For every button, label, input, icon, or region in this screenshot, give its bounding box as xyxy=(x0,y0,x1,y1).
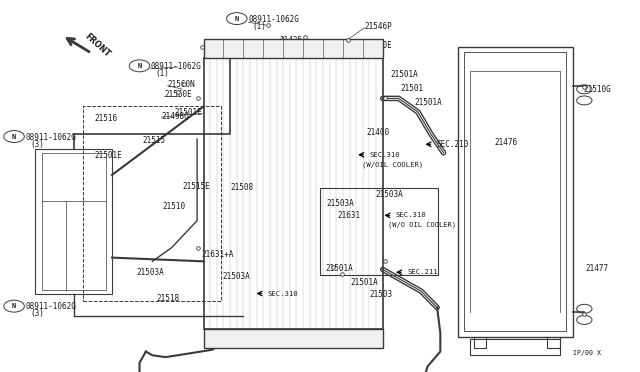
Text: 21477: 21477 xyxy=(585,264,608,273)
Text: (3): (3) xyxy=(30,310,44,318)
Bar xyxy=(470,339,560,355)
Text: 21560E: 21560E xyxy=(164,90,192,99)
Bar xyxy=(320,188,438,275)
Text: SEC.310: SEC.310 xyxy=(268,291,298,296)
Text: 21508: 21508 xyxy=(230,183,253,192)
Text: 21501A: 21501A xyxy=(351,278,378,287)
Text: 21503A: 21503A xyxy=(223,272,250,280)
Bar xyxy=(204,329,383,348)
Text: 21501E: 21501E xyxy=(95,151,122,160)
Text: 21516: 21516 xyxy=(95,114,118,123)
Text: SEC.310: SEC.310 xyxy=(369,152,400,158)
Text: N: N xyxy=(12,303,16,309)
Text: 08911-1062G: 08911-1062G xyxy=(26,133,76,142)
Text: 21503A: 21503A xyxy=(136,268,164,277)
Text: N: N xyxy=(138,63,141,69)
Text: 21560N: 21560N xyxy=(168,80,195,89)
Text: 21515: 21515 xyxy=(143,137,166,145)
Bar xyxy=(42,153,106,290)
Text: 21546P: 21546P xyxy=(365,22,392,31)
Text: 21560E: 21560E xyxy=(365,41,392,50)
Circle shape xyxy=(4,300,24,312)
Text: N: N xyxy=(235,16,239,22)
Text: 21510: 21510 xyxy=(163,202,186,211)
Text: 21510G: 21510G xyxy=(584,85,611,94)
Text: 21503A: 21503A xyxy=(375,190,403,199)
Text: 21515E: 21515E xyxy=(182,182,210,190)
Text: 21430: 21430 xyxy=(229,43,252,52)
Circle shape xyxy=(129,60,150,72)
Text: IP/00 X: IP/00 X xyxy=(573,350,601,356)
Bar xyxy=(83,106,221,301)
Text: 21498Q: 21498Q xyxy=(161,112,189,121)
Text: (W/O OIL COOLER): (W/O OIL COOLER) xyxy=(388,222,456,228)
Text: SEC.310: SEC.310 xyxy=(396,212,426,218)
Text: 08911-1062G: 08911-1062G xyxy=(248,15,299,24)
Circle shape xyxy=(4,131,24,142)
Text: SEC.211: SEC.211 xyxy=(407,269,438,275)
Bar xyxy=(204,58,383,329)
Text: 21501A: 21501A xyxy=(415,98,442,107)
Bar xyxy=(35,149,112,294)
Text: (W/OIL COOLER): (W/OIL COOLER) xyxy=(362,161,423,168)
Bar xyxy=(204,39,383,58)
Text: 08911-1062G: 08911-1062G xyxy=(150,62,201,71)
Text: 21400: 21400 xyxy=(366,128,389,137)
Text: 21476: 21476 xyxy=(495,138,518,147)
Text: 21518: 21518 xyxy=(156,294,179,303)
Text: (1): (1) xyxy=(155,69,169,78)
Text: 21501A: 21501A xyxy=(390,70,418,79)
Text: 21501E: 21501E xyxy=(174,108,202,117)
Text: 21501: 21501 xyxy=(400,84,423,93)
Text: FRONT: FRONT xyxy=(83,31,112,58)
Circle shape xyxy=(227,13,247,25)
Text: 08911-1062G: 08911-1062G xyxy=(26,302,76,311)
Bar xyxy=(458,46,573,337)
Text: SEC.210: SEC.210 xyxy=(436,140,469,149)
Text: N: N xyxy=(12,134,16,140)
Text: 21435: 21435 xyxy=(280,36,303,45)
Text: 21631+A: 21631+A xyxy=(202,250,234,259)
Text: (1): (1) xyxy=(253,22,267,31)
Text: (3): (3) xyxy=(30,140,44,149)
Text: 21631: 21631 xyxy=(337,211,360,220)
Text: 21501A: 21501A xyxy=(325,264,353,273)
Bar xyxy=(464,52,566,331)
Text: 21503A: 21503A xyxy=(326,199,354,208)
Text: 21503: 21503 xyxy=(369,290,392,299)
